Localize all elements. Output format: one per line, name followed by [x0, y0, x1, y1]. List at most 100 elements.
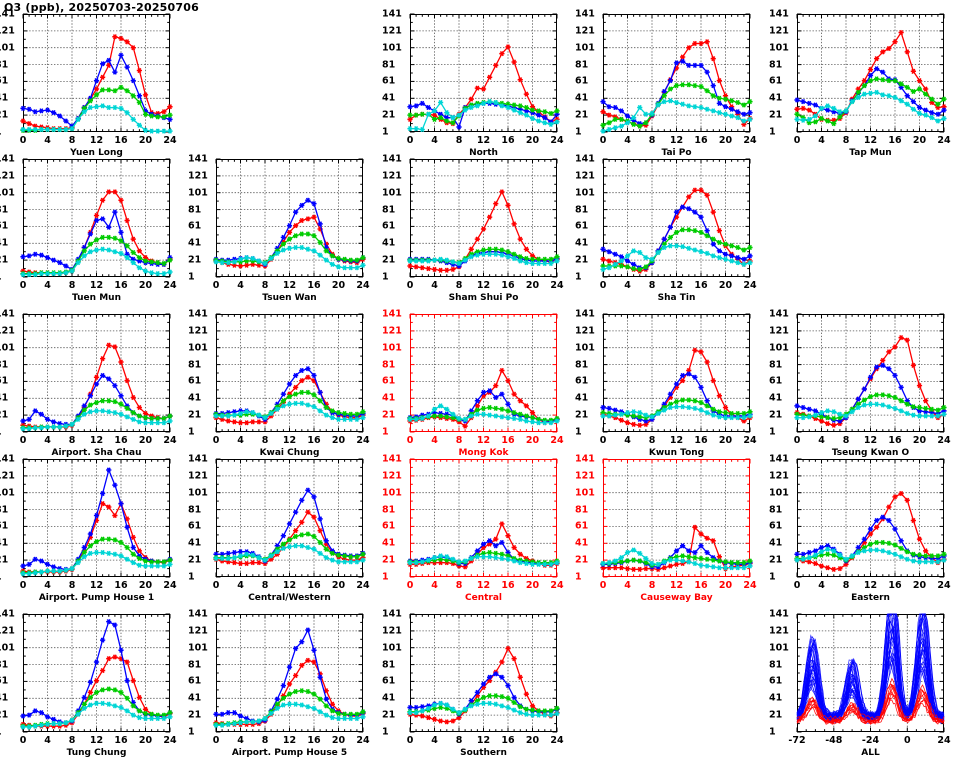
plot-frame	[410, 159, 557, 277]
series-markers-green	[600, 82, 753, 129]
y-tick-label: 121	[0, 325, 15, 337]
series-markers-blue	[213, 366, 366, 422]
series-markers-blue	[600, 58, 753, 127]
panel-title: Yuen Long	[70, 148, 123, 158]
panel-title: Eastern	[851, 593, 890, 603]
y-tick-label: 141	[188, 153, 208, 165]
all-ensemble-line	[796, 647, 945, 720]
plot-frame	[23, 14, 170, 132]
series-markers-cyan	[213, 400, 366, 422]
y-tick-label: 21	[188, 709, 202, 721]
series-line-green	[23, 688, 171, 727]
y-tick-label: 21	[188, 409, 202, 421]
series-line-green	[410, 695, 558, 715]
series-line-blue	[409, 389, 558, 422]
panel-title: Kwai Chung	[259, 448, 320, 458]
series-markers-green	[20, 84, 173, 133]
y-tick-label: 121	[575, 325, 595, 337]
y-tick-label: 81	[769, 503, 783, 515]
y-tick-label: 1	[188, 571, 195, 583]
x-tick-label: 4	[44, 580, 51, 591]
series-line-blue	[216, 628, 364, 723]
y-tick-label: 141	[769, 8, 789, 20]
y-tick-label: 141	[0, 608, 15, 620]
x-tick-label: 16	[501, 735, 515, 746]
y-tick-label: 1	[575, 571, 582, 583]
series-markers-cyan	[600, 547, 753, 571]
y-tick-label: 41	[188, 392, 202, 404]
series-line-blue	[410, 540, 558, 566]
plot-frame	[23, 314, 170, 432]
x-tick-label: 12	[476, 735, 491, 746]
x-tick-label: 12	[89, 135, 104, 146]
series-markers-red	[794, 334, 947, 428]
y-tick-label: 21	[769, 409, 783, 421]
y-tick-label: 61	[769, 375, 783, 387]
x-tick-label: 24	[163, 280, 177, 291]
x-tick-label: 0	[406, 735, 414, 746]
y-tick-label: 101	[188, 486, 208, 498]
all-observed-line	[796, 677, 945, 724]
y-tick-label: 21	[0, 254, 9, 266]
series-line-red	[409, 190, 558, 271]
page-title: O3 (ppb), 20250703-20250706	[4, 1, 199, 14]
x-tick-label: 12	[669, 280, 684, 291]
series-markers-cyan	[794, 401, 947, 421]
y-tick-label: 61	[769, 75, 783, 87]
y-tick-label: 81	[0, 503, 9, 515]
series-line-green	[23, 86, 171, 131]
series-line-green	[602, 84, 751, 127]
series-line-blue	[410, 673, 558, 716]
x-tick-label: 12	[669, 435, 684, 446]
series-markers-red	[213, 214, 366, 269]
x-tick-label: 8	[261, 435, 269, 446]
y-tick-label: 121	[382, 625, 402, 637]
x-tick-label: 8	[261, 580, 269, 591]
series-markers-green	[20, 398, 173, 431]
y-tick-label: 21	[382, 554, 396, 566]
panel-title: Kwun Tong	[648, 448, 705, 458]
y-tick-label: 121	[575, 25, 595, 37]
y-tick-label: 61	[188, 375, 202, 387]
y-tick-label: 121	[0, 625, 15, 637]
plot-frame	[603, 314, 750, 432]
x-tick-label: 8	[455, 435, 463, 446]
series-line-green	[602, 399, 751, 419]
y-tick-label: 81	[769, 658, 783, 670]
y-tick-label: 81	[188, 358, 202, 370]
y-tick-label: 41	[188, 537, 202, 549]
series-line-cyan	[797, 403, 945, 419]
y-tick-label: 81	[188, 658, 202, 670]
series-markers-cyan	[407, 403, 560, 426]
x-tick-label: 24	[743, 135, 757, 146]
series-markers-blue	[213, 627, 366, 725]
series-line-blue	[216, 489, 364, 562]
x-tick-label: 24	[550, 135, 564, 146]
x-tick-label: 8	[68, 580, 76, 591]
y-tick-label: 141	[575, 153, 595, 165]
all-ensemble-line	[796, 613, 945, 720]
x-tick-label: 0	[793, 580, 801, 591]
series-line-cyan	[602, 100, 751, 132]
all-ensemble-line	[796, 653, 944, 718]
y-tick-label: 121	[575, 470, 595, 482]
all-ensemble-line	[796, 613, 945, 723]
series-line-cyan	[23, 248, 171, 276]
x-tick-label: 4	[431, 135, 438, 146]
series-line-red	[796, 31, 945, 121]
series-markers-red	[20, 34, 173, 132]
all-ensemble-line	[796, 653, 945, 721]
